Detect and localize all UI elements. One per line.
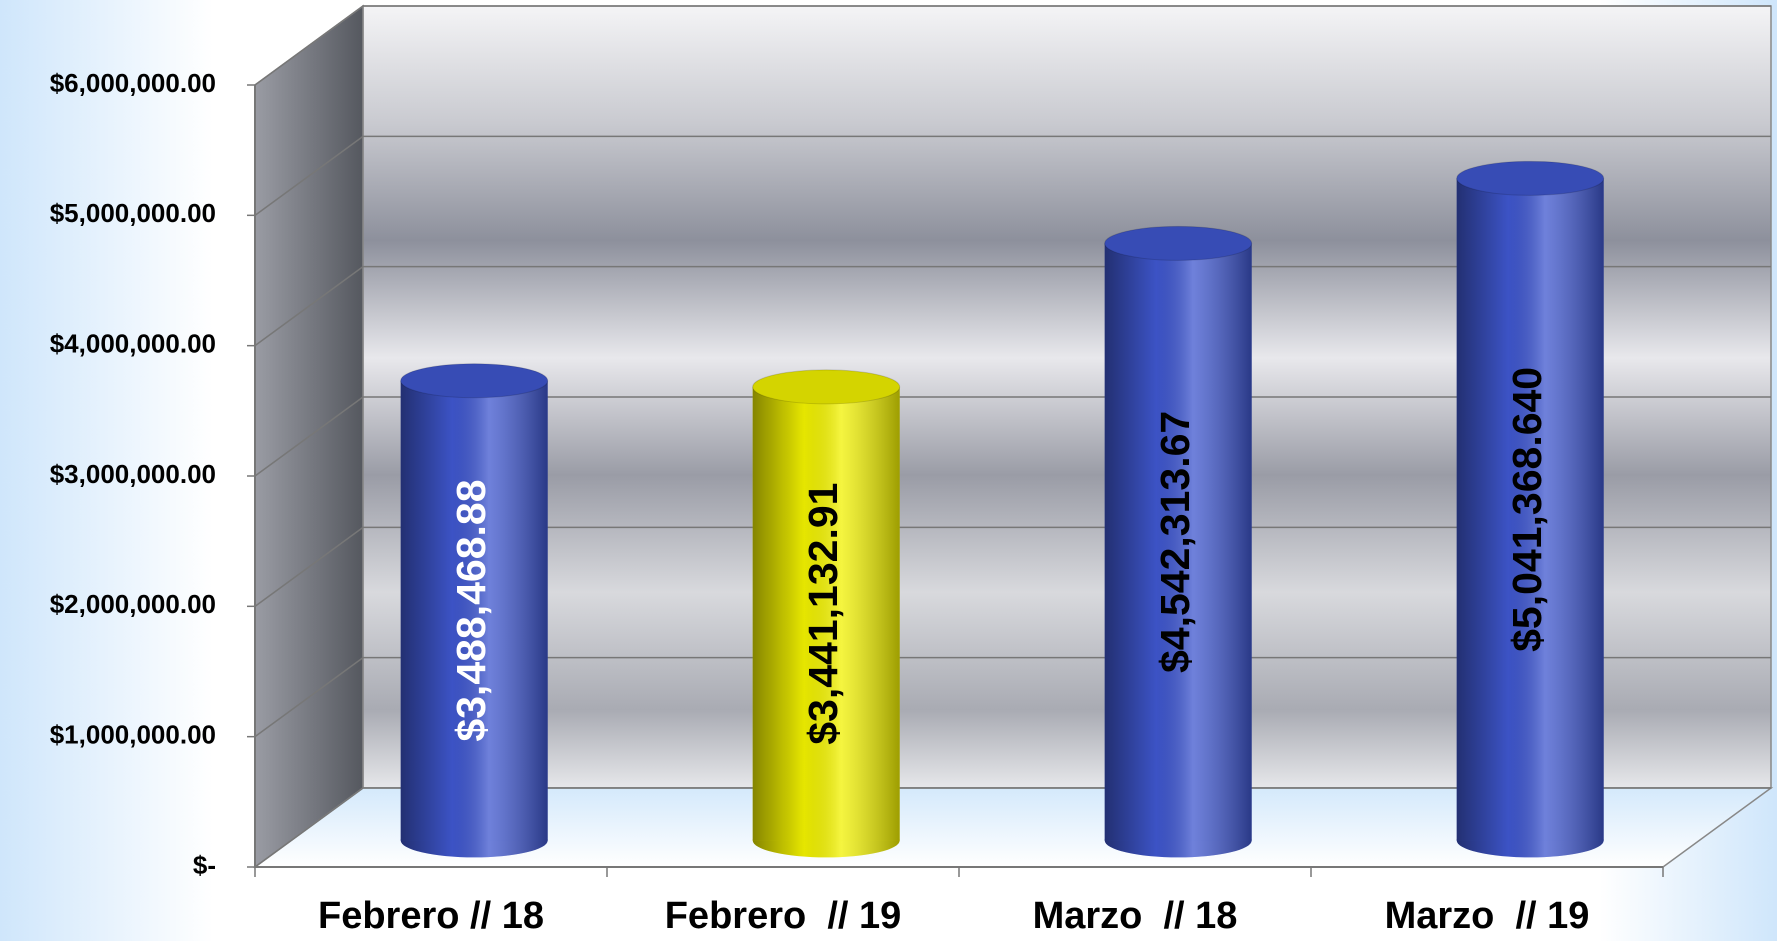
grid-line <box>254 787 1771 868</box>
value-label: $5,041,368.640 <box>1504 367 1550 652</box>
cylinder-top-shade <box>1456 161 1604 196</box>
grid-line <box>254 265 1771 347</box>
x-tick-label: Marzo // 18 <box>1033 895 1238 937</box>
x-tick-label: Marzo // 19 <box>1385 895 1590 937</box>
cylinder: $3,488,468.88 <box>400 363 549 858</box>
cylinder-top-shade <box>1104 226 1252 261</box>
grid-line <box>254 396 1771 477</box>
cylinder-top <box>400 363 549 399</box>
bar-shade <box>400 380 548 841</box>
y-tick-label: $3,000,000.00 <box>50 459 216 489</box>
grid-line <box>254 135 1771 216</box>
cylinder: $3,441,132.91 <box>752 369 901 858</box>
value-label: $4,542,313.67 <box>1152 411 1198 673</box>
y-tick-label: $5,000,000.00 <box>50 198 216 228</box>
x-tick-label: Febrero // 19 <box>665 895 902 937</box>
y-tick-label: $4,000,000.00 <box>50 329 216 359</box>
bars: $3,488,468.88 $3,441,132.91 $4,542,313.67 $… <box>400 160 1605 858</box>
cylinder-top <box>1456 160 1605 196</box>
bar-shade <box>752 386 900 841</box>
grid-line <box>254 656 1771 738</box>
x-tick-label: Febrero // 18 <box>318 895 544 937</box>
cylinder: $4,542,313.67 <box>1104 225 1253 858</box>
grid-line <box>254 5 1771 86</box>
y-tick-label: $- <box>193 850 216 880</box>
value-label: $3,488,468.88 <box>448 479 494 741</box>
y-tick-label: $2,000,000.00 <box>50 589 216 619</box>
cylinder-top <box>752 369 901 405</box>
grid-line <box>254 526 1771 607</box>
y-tick-label: $6,000,000.00 <box>50 68 216 98</box>
cylinder-top <box>1104 225 1253 261</box>
grid <box>254 5 1771 868</box>
bar-shade <box>1104 243 1252 841</box>
axes: $- $1,000,000.00 $2,000,000.00 $3,000,000.0… <box>50 68 1664 937</box>
cylinder-top-shade <box>752 369 900 404</box>
bar-shade <box>1456 178 1604 841</box>
value-label: $3,441,132.91 <box>800 483 846 745</box>
cylinder: $5,041,368.640 <box>1456 160 1605 858</box>
y-tick-label: $1,000,000.00 <box>50 720 216 750</box>
cylinder-top-shade <box>400 363 548 398</box>
